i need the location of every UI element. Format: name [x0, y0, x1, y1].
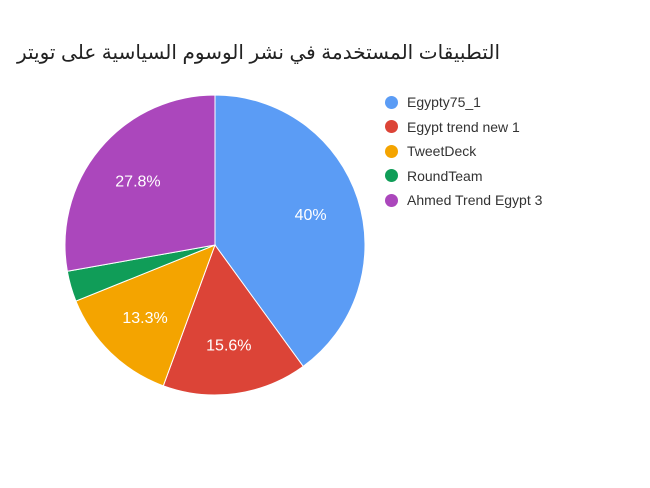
slice-label: 27.8% — [115, 173, 160, 190]
legend-swatch-icon — [385, 169, 398, 183]
slice-label: 15.6% — [206, 338, 251, 355]
legend-swatch-icon — [385, 193, 398, 207]
legend-item[interactable]: Egypty75_1 — [385, 90, 542, 115]
pie-slice[interactable] — [75, 244, 216, 387]
legend-swatch-icon — [385, 95, 398, 109]
slice-label: 13.3% — [122, 310, 167, 327]
legend-label: Egypt trend new 1 — [407, 118, 520, 135]
pie-slice[interactable] — [214, 94, 366, 368]
legend-item[interactable]: TweetDeck — [385, 139, 542, 164]
legend-label: RoundTeam — [407, 167, 483, 184]
pie-slice[interactable] — [162, 243, 304, 396]
legend-item[interactable]: Egypt trend new 1 — [385, 115, 542, 140]
legend-label: Ahmed Trend Egypt 3 — [407, 192, 543, 209]
chart-title: التطبيقات المستخدمة في نشر الوسوم السياس… — [16, 42, 500, 64]
legend-swatch-icon — [385, 120, 398, 134]
legend: Egypty75_1 Egypt trend new 1 TweetDeck Roun… — [385, 90, 542, 213]
pie-slice[interactable] — [64, 94, 216, 272]
slice-label: 40% — [295, 207, 327, 224]
legend-label: TweetDeck — [407, 143, 477, 160]
legend-item[interactable]: Ahmed Trend Egypt 3 — [385, 188, 542, 213]
legend-label: Egypty75_1 — [407, 94, 481, 111]
legend-swatch-icon — [385, 144, 398, 158]
legend-item[interactable]: RoundTeam — [385, 164, 542, 189]
